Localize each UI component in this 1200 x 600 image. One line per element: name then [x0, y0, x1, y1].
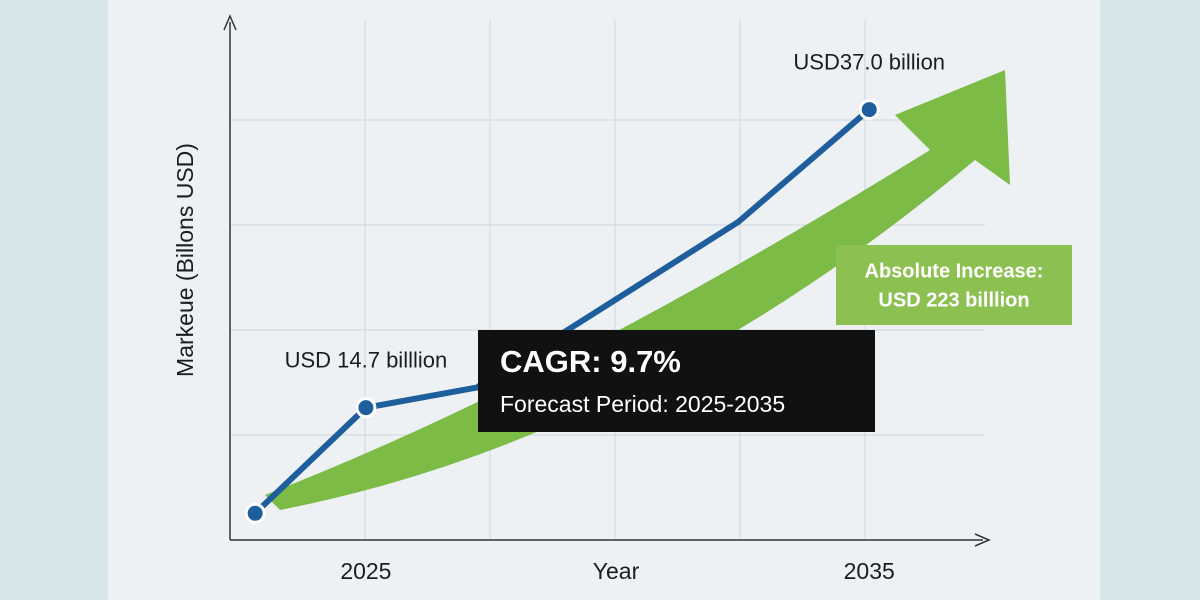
increase-title: Absolute Increase:: [865, 260, 1044, 282]
x-tick-label: 2035: [844, 558, 895, 584]
x-tick-label: 2025: [340, 558, 391, 584]
data-point: [244, 502, 266, 524]
annotations: CAGR: 9.7% Forecast Period: 2025-2035 Ab…: [285, 49, 1072, 432]
increase-box: [836, 245, 1072, 325]
plot: [244, 99, 880, 524]
cagr-box: [478, 330, 875, 432]
forecast-text: Forecast Period: 2025-2035: [500, 391, 785, 417]
growth-arrow: [265, 70, 1010, 510]
series-line: [252, 106, 873, 517]
value-label: USD37.0 billion: [793, 49, 945, 74]
increase-value: USD 223 billlion: [878, 289, 1029, 311]
x-axis-arrow: [974, 533, 991, 547]
y-axis-label: Markeue (Billons USD): [172, 143, 198, 377]
value-label: USD 14.7 billlion: [285, 347, 448, 372]
y-axis-arrow: [223, 14, 237, 31]
x-axis-label: Year: [593, 558, 640, 584]
data-point: [355, 397, 377, 419]
axes: [223, 14, 991, 547]
data-point: [858, 99, 880, 121]
cagr-text: CAGR: 9.7%: [500, 344, 681, 379]
